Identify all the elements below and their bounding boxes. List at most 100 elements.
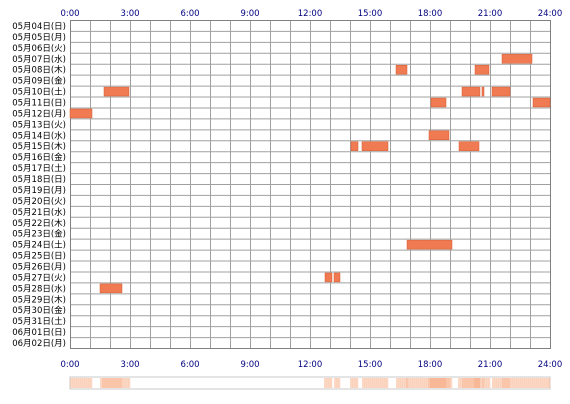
row-label: 05月05日(月) (12, 33, 66, 43)
density-cell (120, 378, 123, 388)
x-tick-label: 24:00 (538, 360, 563, 370)
x-tick-label: 21:00 (478, 360, 503, 370)
density-cell (500, 378, 503, 388)
density-cell (386, 378, 389, 388)
density-cell (76, 378, 79, 388)
x-tick-label: 3:00 (120, 9, 139, 19)
density-cell (474, 378, 477, 388)
density-cell (422, 378, 425, 388)
density-cell (546, 378, 549, 388)
density-cell (396, 378, 399, 388)
density-cell (366, 378, 369, 388)
density-cell (368, 378, 371, 388)
density-cell (376, 378, 379, 388)
event-bar (324, 272, 333, 283)
density-cell (534, 378, 537, 388)
row-label: 05月21日(水) (12, 207, 66, 218)
density-cell (404, 378, 407, 388)
event-bar (406, 239, 453, 250)
density-cell (88, 378, 91, 388)
event-bar (501, 54, 533, 64)
density-cell (460, 378, 463, 388)
density-cell (414, 378, 417, 388)
density-cell (506, 378, 509, 388)
density-cell (102, 378, 105, 388)
density-cell (374, 378, 377, 388)
density-cell (492, 378, 495, 388)
row-label: 05月19日(月) (12, 186, 66, 196)
row-labels: 05月04日(日)05月05日(月)05月06日(火)05月07日(水)05月0… (12, 22, 66, 349)
density-cell (524, 378, 527, 388)
density-cell (84, 378, 87, 388)
density-cell (498, 378, 501, 388)
density-cell (510, 378, 513, 388)
row-label: 05月20日(火) (12, 197, 66, 207)
x-tick-label: 0:00 (60, 9, 79, 19)
density-cell (372, 378, 375, 388)
density-cell (328, 378, 331, 388)
density-cell (486, 378, 489, 388)
density-cell (424, 378, 427, 388)
density-cell (118, 378, 121, 388)
density-cell (406, 378, 409, 388)
density-cell (336, 378, 339, 388)
density-cell (544, 378, 547, 388)
density-cell (420, 378, 423, 388)
density-cell (426, 378, 429, 388)
x-tick-labels-top: 0:00 3:00 6:00 9:00 12:00 15:00 18:00 21:00 24:0… (60, 9, 562, 19)
density-cell (458, 378, 461, 388)
density-cell (494, 378, 497, 388)
event-bar (491, 86, 511, 97)
density-cell (430, 378, 433, 388)
x-tick-label: 24:00 (538, 9, 563, 19)
row-label: 05月08日(木) (12, 65, 66, 76)
row-label: 05月31日(土) (12, 316, 66, 327)
row-label: 05月07日(水) (12, 54, 66, 65)
row-label: 05月11日(日) (12, 99, 66, 109)
density-cell (472, 378, 475, 388)
row-label: 05月26日(月) (12, 263, 66, 273)
row-label: 05月29日(木) (12, 294, 66, 305)
event-bar (99, 283, 123, 294)
row-label: 05月30日(金) (12, 305, 66, 316)
density-cell (364, 378, 367, 388)
row-label: 06月02日(月) (12, 339, 66, 349)
density-cell (378, 378, 381, 388)
density-cell (470, 378, 473, 388)
density-cell (528, 378, 531, 388)
density-cell (116, 378, 119, 388)
x-tick-label: 9:00 (240, 9, 259, 19)
event-bar (333, 272, 341, 283)
density-cell (450, 378, 453, 388)
x-tick-label: 9:00 (240, 360, 259, 370)
density-cell (412, 378, 415, 388)
density-cell (448, 378, 451, 388)
density-cell (110, 378, 113, 388)
grid-lines (70, 20, 551, 349)
row-label: 05月14日(水) (12, 130, 66, 141)
density-cell (476, 378, 479, 388)
density-cell (538, 378, 541, 388)
density-cell (516, 378, 519, 388)
event-bar (461, 86, 481, 97)
density-cell (536, 378, 539, 388)
density-cell (512, 378, 515, 388)
row-label: 05月12日(月) (12, 109, 66, 119)
event-bar (428, 130, 450, 141)
density-cell (80, 378, 83, 388)
row-label: 05月25日(日) (12, 252, 66, 262)
x-tick-label: 6:00 (180, 9, 199, 19)
x-tick-label: 12:00 (298, 360, 323, 370)
density-cell (106, 378, 109, 388)
density-cell (324, 378, 327, 388)
density-cell (434, 378, 437, 388)
density-cell (82, 378, 85, 388)
density-cell (484, 378, 487, 388)
row-label: 06月01日(日) (12, 328, 66, 338)
density-cell (442, 378, 445, 388)
density-cell (482, 378, 485, 388)
row-label: 05月04日(日) (12, 22, 66, 32)
row-label: 05月10日(土) (12, 87, 66, 98)
density-cell (402, 378, 405, 388)
